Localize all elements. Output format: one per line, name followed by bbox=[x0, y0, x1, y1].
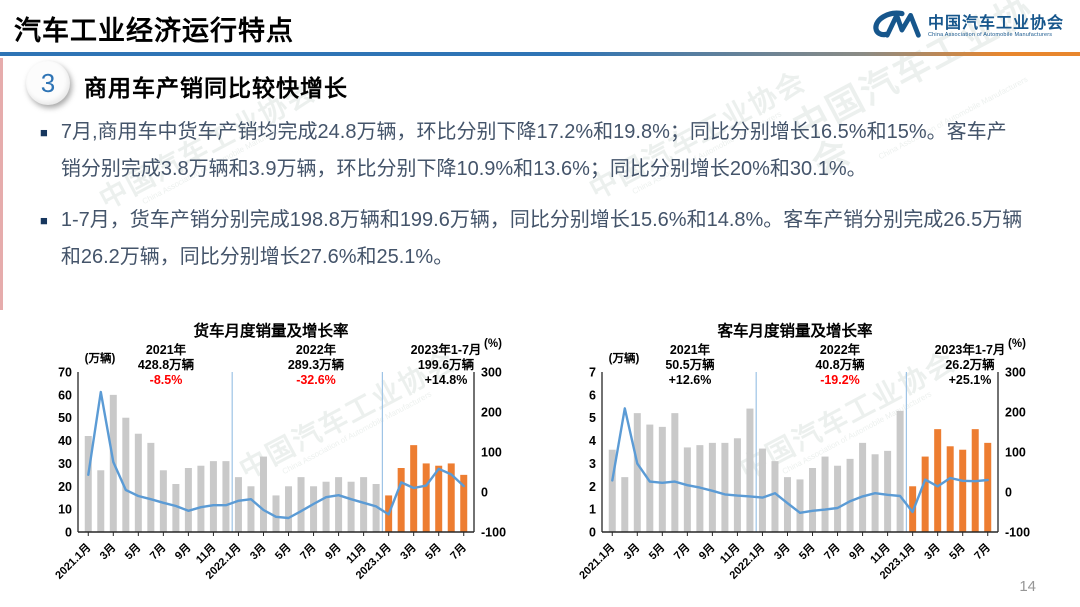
svg-text:5月: 5月 bbox=[947, 541, 968, 562]
bullet-list: ■ 7月,商用车中货车产销均完成24.8万辆，环比分别下降17.2%和19.8%… bbox=[40, 114, 1025, 290]
svg-text:3月: 3月 bbox=[771, 541, 792, 562]
svg-text:+25.1%: +25.1% bbox=[949, 373, 992, 387]
svg-text:2022年: 2022年 bbox=[296, 342, 337, 357]
bullet-item: ■ 7月,商用车中货车产销均完成24.8万辆，环比分别下降17.2%和19.8%… bbox=[40, 114, 1025, 188]
bus-monthly-sales-chart: 客车月度销量及增长率 (万辆) (%) 7 6 5 4 3 2 1 0 300 200 100 0 -100 2… bbox=[540, 316, 1062, 606]
svg-text:40.8万辆: 40.8万辆 bbox=[815, 357, 865, 372]
svg-text:1: 1 bbox=[589, 503, 596, 517]
svg-text:5月: 5月 bbox=[423, 541, 444, 562]
svg-text:(万辆): (万辆) bbox=[609, 351, 640, 365]
svg-text:3月: 3月 bbox=[397, 541, 418, 562]
svg-text:26.2万辆: 26.2万辆 bbox=[945, 357, 995, 372]
svg-text:3月: 3月 bbox=[247, 541, 268, 562]
svg-text:7月: 7月 bbox=[448, 541, 469, 562]
svg-text:200: 200 bbox=[481, 406, 502, 420]
svg-text:50: 50 bbox=[58, 411, 72, 425]
svg-text:30: 30 bbox=[58, 457, 72, 471]
svg-text:2: 2 bbox=[589, 480, 596, 494]
svg-text:300: 300 bbox=[1005, 366, 1026, 380]
svg-text:+12.6%: +12.6% bbox=[669, 373, 712, 387]
svg-text:5月: 5月 bbox=[796, 541, 817, 562]
svg-text:9月: 9月 bbox=[696, 541, 717, 562]
svg-text:7月: 7月 bbox=[147, 541, 168, 562]
header-divider bbox=[0, 52, 1080, 56]
bullet-square-icon: ■ bbox=[40, 125, 48, 140]
svg-text:3月: 3月 bbox=[921, 541, 942, 562]
caam-logo: 中国汽车工业协会 China Association of Automobile… bbox=[869, 8, 1064, 45]
svg-text:0: 0 bbox=[589, 526, 596, 540]
section-title: 商用车产销同比较快增长 bbox=[84, 75, 348, 101]
svg-text:3: 3 bbox=[589, 457, 596, 471]
svg-text:2021年: 2021年 bbox=[146, 342, 187, 357]
svg-text:10: 10 bbox=[58, 503, 72, 517]
svg-text:(万辆): (万辆) bbox=[85, 351, 116, 365]
svg-text:5月: 5月 bbox=[646, 541, 667, 562]
svg-text:2021年: 2021年 bbox=[670, 342, 711, 357]
svg-text:4: 4 bbox=[589, 434, 596, 448]
svg-text:-100: -100 bbox=[481, 526, 506, 540]
bullet-item: ■ 1-7月，货车产销分别完成198.8万辆和199.6万辆，同比分别增长15.… bbox=[40, 202, 1025, 276]
svg-text:20: 20 bbox=[58, 480, 72, 494]
svg-text:2023年1-7月: 2023年1-7月 bbox=[935, 342, 1006, 357]
svg-text:100: 100 bbox=[481, 446, 502, 460]
svg-text:3月: 3月 bbox=[621, 541, 642, 562]
svg-text:7月: 7月 bbox=[821, 541, 842, 562]
svg-text:200: 200 bbox=[1005, 406, 1026, 420]
svg-text:2023年1-7月: 2023年1-7月 bbox=[411, 342, 482, 357]
svg-text:7月: 7月 bbox=[297, 541, 318, 562]
svg-text:0: 0 bbox=[1005, 486, 1012, 500]
page-title: 汽车工业经济运行特点 bbox=[14, 16, 294, 46]
svg-text:7月: 7月 bbox=[972, 541, 993, 562]
truck-monthly-sales-chart: 货车月度销量及增长率 (万辆) (%) 70 60 50 40 30 20 10 0 300 200 10… bbox=[16, 316, 538, 606]
svg-text:5: 5 bbox=[589, 411, 596, 425]
svg-text:7月: 7月 bbox=[671, 541, 692, 562]
svg-text:289.3万辆: 289.3万辆 bbox=[288, 357, 345, 372]
svg-text:-19.2%: -19.2% bbox=[820, 373, 860, 387]
page-number: 14 bbox=[1019, 578, 1036, 595]
section-number-badge: 3 bbox=[26, 61, 70, 105]
svg-text:428.8万辆: 428.8万辆 bbox=[138, 357, 195, 372]
bullet-text: 7月,商用车中货车产销均完成24.8万辆，环比分别下降17.2%和19.8%；同… bbox=[60, 121, 1007, 180]
svg-text:300: 300 bbox=[481, 366, 502, 380]
svg-text:2022年: 2022年 bbox=[820, 342, 861, 357]
svg-text:9月: 9月 bbox=[322, 541, 343, 562]
svg-text:7: 7 bbox=[589, 366, 596, 380]
svg-text:40: 40 bbox=[58, 434, 72, 448]
svg-text:+14.8%: +14.8% bbox=[425, 373, 468, 387]
left-accent-bar bbox=[0, 58, 3, 310]
svg-text:-8.5%: -8.5% bbox=[150, 373, 183, 387]
svg-text:2021.1月: 2021.1月 bbox=[53, 541, 94, 582]
svg-text:100: 100 bbox=[1005, 446, 1026, 460]
svg-text:2021.1月: 2021.1月 bbox=[577, 541, 618, 582]
svg-text:5月: 5月 bbox=[272, 541, 293, 562]
svg-text:9月: 9月 bbox=[846, 541, 867, 562]
svg-text:9月: 9月 bbox=[172, 541, 193, 562]
svg-text:-32.6%: -32.6% bbox=[296, 373, 336, 387]
svg-text:(%): (%) bbox=[1008, 338, 1026, 350]
svg-text:5月: 5月 bbox=[122, 541, 143, 562]
bullet-text: 1-7月，货车产销分别完成198.8万辆和199.6万辆，同比分别增长15.6%… bbox=[60, 209, 1023, 268]
caam-logo-text: 中国汽车工业协会 China Association of Automobile… bbox=[927, 14, 1064, 39]
svg-text:客车月度销量及增长率: 客车月度销量及增长率 bbox=[717, 321, 873, 340]
svg-text:199.6万辆: 199.6万辆 bbox=[418, 357, 475, 372]
bullet-square-icon: ■ bbox=[40, 213, 48, 228]
svg-text:60: 60 bbox=[58, 388, 72, 402]
svg-text:6: 6 bbox=[589, 388, 596, 402]
svg-text:-100: -100 bbox=[1005, 526, 1030, 540]
svg-text:(%): (%) bbox=[484, 338, 502, 350]
svg-text:货车月度销量及增长率: 货车月度销量及增长率 bbox=[193, 321, 349, 340]
svg-text:0: 0 bbox=[65, 526, 72, 540]
svg-text:0: 0 bbox=[481, 486, 488, 500]
svg-text:50.5万辆: 50.5万辆 bbox=[665, 357, 715, 372]
caam-logo-mark-icon bbox=[869, 8, 921, 45]
svg-text:70: 70 bbox=[58, 366, 72, 380]
svg-text:3月: 3月 bbox=[97, 541, 118, 562]
